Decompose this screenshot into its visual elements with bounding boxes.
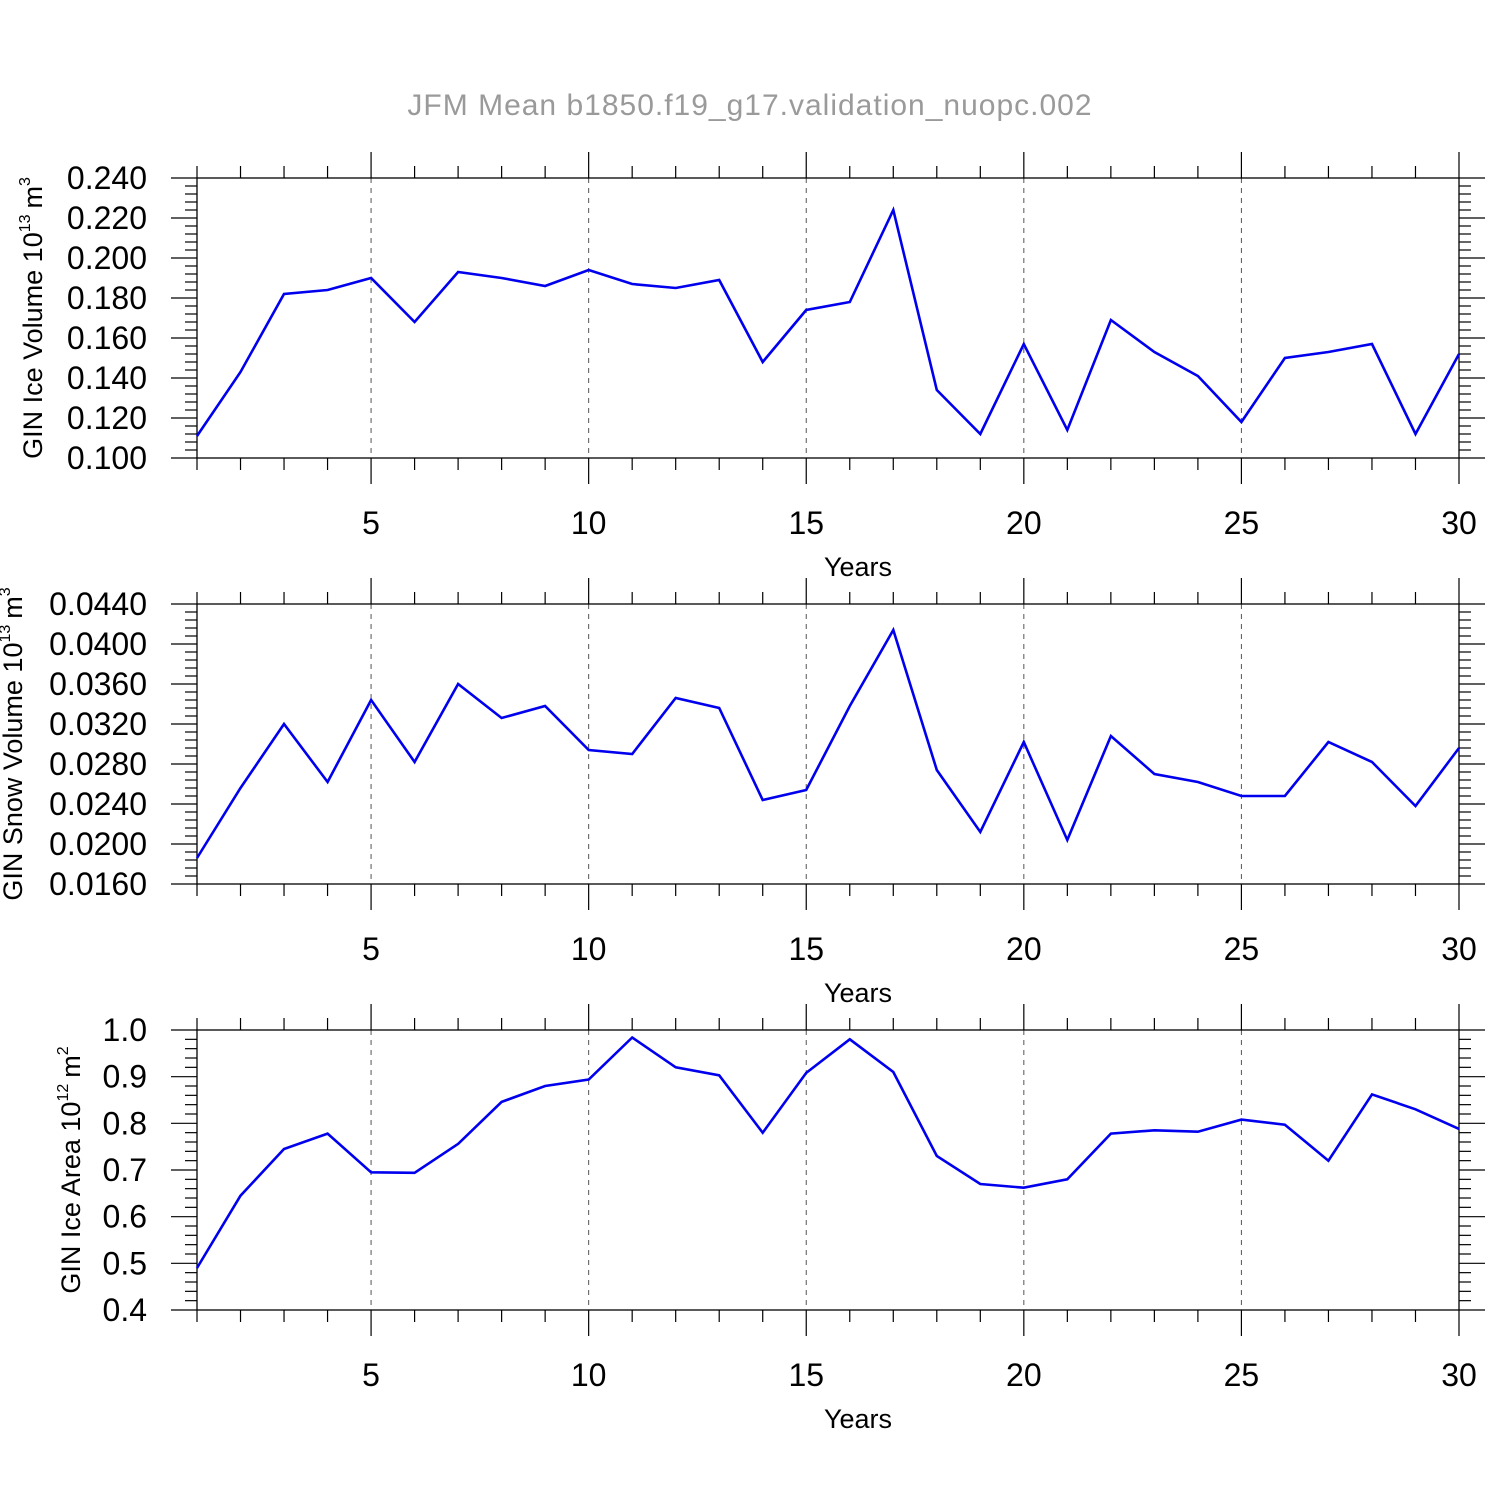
chart-panel-1: 5 10 15 20 25 30 0.100 0.120 0.140 0.160 0.180 0.20…: [17, 152, 1485, 582]
y-tick-label: 0.5: [103, 1245, 147, 1281]
x-tick-label: 10: [571, 931, 607, 967]
series-line: [195, 206, 1461, 437]
y-axis-title-text: GIN Ice Area 10: [56, 1102, 86, 1294]
series-line: [195, 1035, 1460, 1269]
y-tick-label: 0.0400: [49, 626, 147, 662]
y-axis-title-unit-exponent: 3: [0, 587, 14, 596]
series-line: [195, 626, 1461, 859]
y-axis-title-text: GIN Ice Volume 10: [18, 232, 48, 459]
x-tick-label: 25: [1224, 505, 1260, 541]
x-tick-label: 30: [1441, 505, 1477, 541]
y-tick-label: 0.140: [67, 360, 147, 396]
y-tick-label: 0.0200: [49, 826, 147, 862]
y-tick-label: 0.120: [67, 400, 147, 436]
x-tick-label: 5: [362, 505, 380, 541]
x-axis-title: Years: [824, 978, 892, 1008]
chart-panel-2: 5 10 15 20 25 30 0.0160 0.0200 0.0240 0.0280 0.032…: [0, 578, 1485, 1008]
y-tick-label: 0.0160: [49, 866, 147, 902]
y-axis-title-unit-exponent: 2: [55, 1046, 72, 1055]
y-tick-label: 0.240: [67, 160, 147, 196]
x-tick-label: 25: [1224, 1357, 1260, 1393]
x-tick-label: 15: [788, 931, 824, 967]
x-tick-label: 15: [788, 1357, 824, 1393]
y-axis-title-unit: m: [0, 596, 28, 619]
y-tick-label: 0.0320: [49, 706, 147, 742]
y-tick-label: 1.0: [103, 1012, 147, 1048]
y-tick-label: 0.100: [67, 440, 147, 476]
y-tick-label: 0.9: [103, 1059, 147, 1095]
y-axis-title-unit: m: [56, 1055, 86, 1078]
y-axis-title-exponent: 13: [17, 214, 34, 232]
x-tick-label: 20: [1006, 505, 1042, 541]
figure-title: JFM Mean b1850.f19_g17.validation_nuopc.…: [407, 89, 1092, 122]
y-tick-label: 0.6: [103, 1199, 147, 1235]
y-tick-label: 0.160: [67, 320, 147, 356]
x-tick-label: 30: [1441, 931, 1477, 967]
x-tick-label: 5: [362, 931, 380, 967]
y-tick-label: 0.0440: [49, 586, 147, 622]
y-axis-title-unit-exponent: 3: [17, 177, 34, 186]
x-tick-label: 30: [1441, 1357, 1477, 1393]
y-tick-label: 0.180: [67, 280, 147, 316]
x-tick-label: 5: [362, 1357, 380, 1393]
x-tick-label: 15: [788, 505, 824, 541]
x-tick-label: 10: [571, 505, 607, 541]
x-tick-label: 20: [1006, 1357, 1042, 1393]
x-axis-title: Years: [824, 1404, 892, 1434]
y-tick-label: 0.0360: [49, 666, 147, 702]
y-tick-label: 0.200: [67, 240, 147, 276]
plot-frame: [196, 1029, 1460, 1311]
x-tick-label: 20: [1006, 931, 1042, 967]
y-tick-label: 0.8: [103, 1105, 147, 1141]
plot-frame: [196, 603, 1460, 885]
y-tick-label: 0.0280: [49, 746, 147, 782]
y-tick-label: 0.0240: [49, 786, 147, 822]
y-axis-title: GIN Snow Volume 1013 m3: [0, 587, 28, 900]
y-axis-title: GIN Ice Area 1012 m2: [55, 1046, 86, 1293]
y-axis-title-exponent: 12: [55, 1084, 72, 1102]
y-tick-label: 0.4: [103, 1292, 147, 1328]
x-tick-label: 10: [571, 1357, 607, 1393]
y-tick-label: 0.220: [67, 200, 147, 236]
y-axis-title-exponent: 13: [0, 625, 14, 643]
plot-frame: [196, 177, 1460, 459]
x-tick-label: 25: [1224, 931, 1260, 967]
chart-panel-3: 5 10 15 20 25 30 0.4 0.5 0.6 0.7 0.8 0.9 1.0 Years GIN…: [55, 1004, 1485, 1434]
y-axis-title-unit: m: [18, 186, 48, 209]
y-axis-title-text: GIN Snow Volume 10: [0, 643, 28, 901]
y-axis-title: GIN Ice Volume 1013 m3: [17, 177, 48, 459]
y-tick-label: 0.7: [103, 1152, 147, 1188]
x-axis-title: Years: [824, 552, 892, 582]
